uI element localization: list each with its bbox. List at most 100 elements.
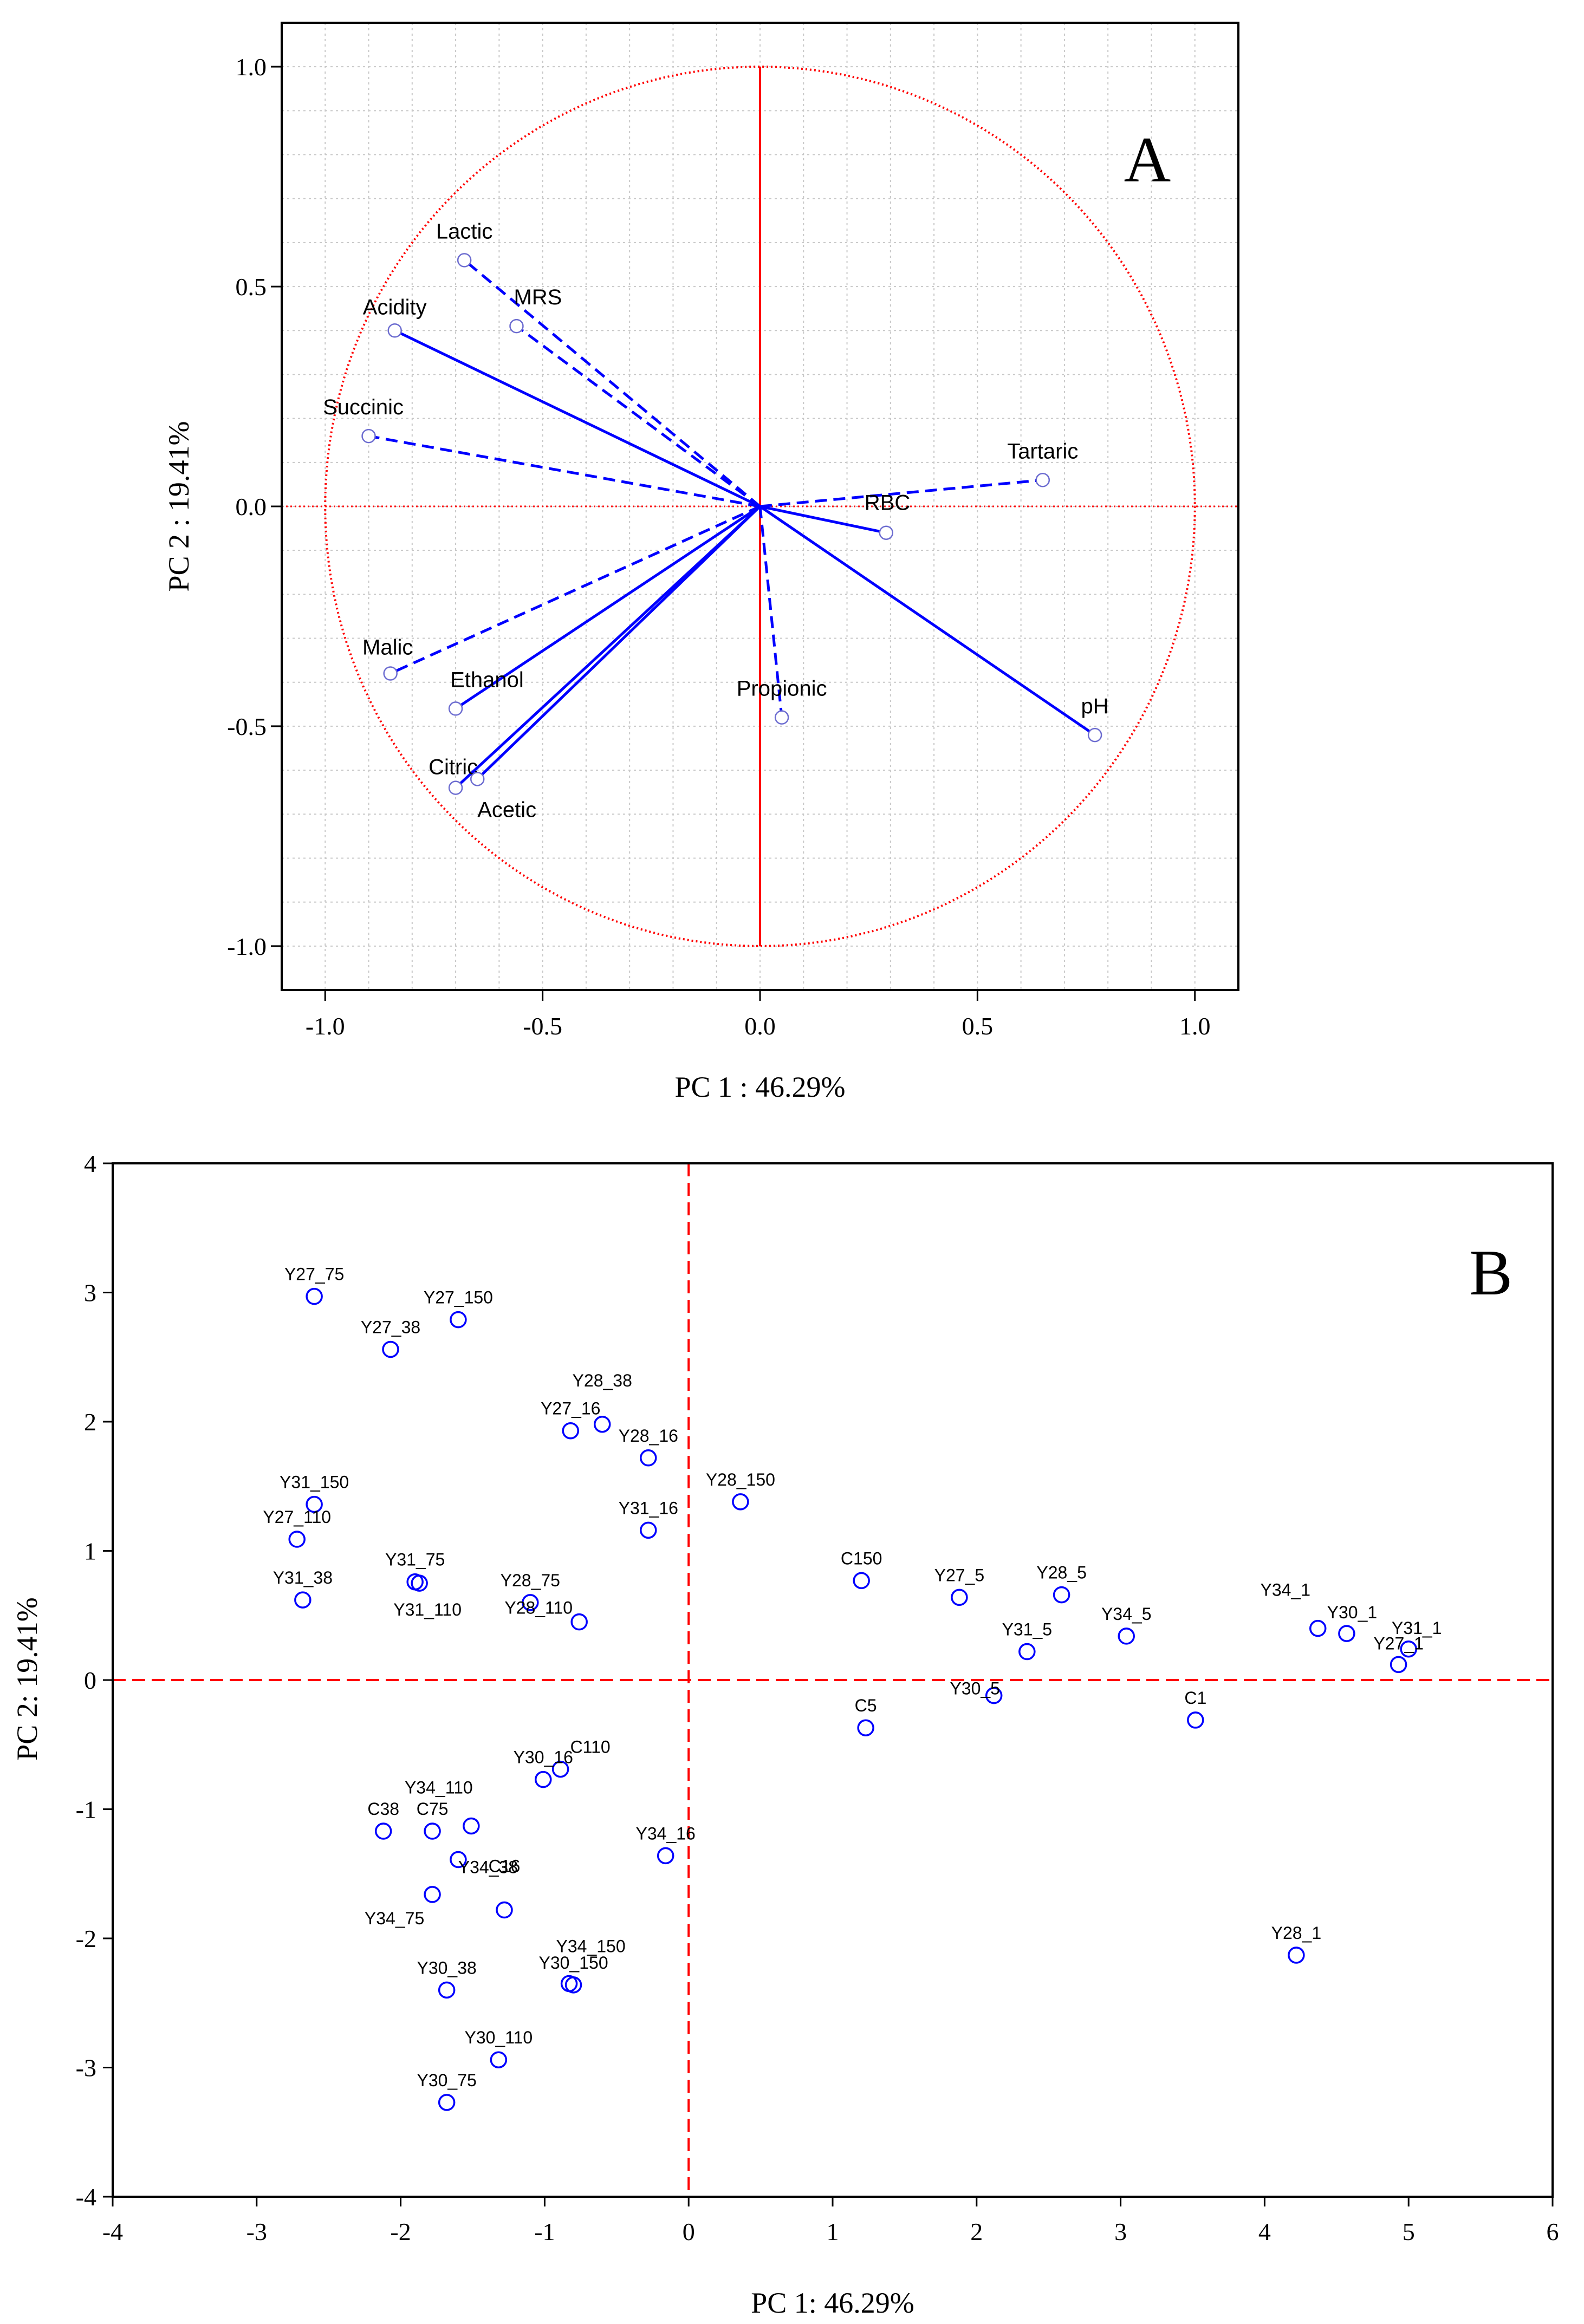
y-tick-label: 1 — [84, 1538, 96, 1565]
vector-label-tartaric: Tartaric — [1007, 439, 1078, 463]
vector-citric — [455, 505, 761, 789]
panel-a-x-ticks: -1.0 -0.5 0.0 0.5 1.0 — [306, 990, 1211, 1040]
panel-b-x-axis-title: PC 1: 46.29% — [751, 2287, 914, 2319]
y-tick-label: 4 — [84, 1150, 96, 1177]
point-c75 — [424, 1822, 441, 1840]
point-label-c5: C5 — [855, 1696, 877, 1715]
point-label-y27-75: Y27_75 — [284, 1265, 344, 1284]
point-label-y28-16: Y28_16 — [619, 1426, 678, 1446]
point-c110 — [551, 1760, 569, 1778]
vector-endpoint-acetic — [470, 772, 485, 786]
y-tick-label: -4 — [76, 2183, 96, 2211]
y-tick-label: 2 — [84, 1408, 96, 1436]
vector-label-lactic: Lactic — [436, 219, 493, 243]
point-y28-75 — [522, 1594, 539, 1611]
point-y34-38 — [450, 1851, 467, 1869]
point-label-y31-150: Y31_150 — [280, 1473, 349, 1492]
vector-malic — [389, 505, 761, 675]
panel-b-x-ticks: -4 -3 -2 -1 0 1 2 3 4 5 6 — [102, 2197, 1559, 2245]
panel-b-letter: B — [1469, 1236, 1512, 1309]
x-tick-label: 6 — [1547, 2218, 1559, 2245]
point-y31-150 — [306, 1495, 323, 1513]
point-label-y34-110: Y34_110 — [405, 1778, 473, 1798]
vector-mrs — [515, 325, 761, 508]
point-y31-16 — [640, 1521, 657, 1539]
y-tick-label: -3 — [76, 2054, 96, 2082]
vector-ethanol — [455, 505, 761, 710]
point-label-y28-38: Y28_38 — [573, 1371, 632, 1390]
point-y31-38 — [294, 1591, 311, 1609]
point-y28-16 — [640, 1449, 657, 1467]
x-tick-label: 0.0 — [744, 1012, 776, 1040]
vector-label-citric: Citric — [429, 756, 478, 779]
point-y34-16 — [657, 1847, 674, 1865]
y-tick-label: 0.5 — [236, 273, 267, 301]
point-label-y31-1: Y31_1 — [1392, 1618, 1442, 1638]
point-y28-1 — [1288, 1947, 1305, 1964]
point-y34-1 — [1309, 1619, 1327, 1637]
point-y34-75 — [424, 1886, 441, 1903]
point-label-c110: C110 — [570, 1737, 611, 1757]
panel-a-letter: A — [1124, 123, 1171, 196]
point-y27-38 — [382, 1340, 399, 1358]
point-y30-110 — [490, 2051, 508, 2068]
point-label-y30-150: Y30_150 — [538, 1953, 608, 1973]
vector-label-malic: Malic — [362, 635, 413, 659]
point-c150 — [853, 1572, 870, 1590]
vector-label-acetic: Acetic — [477, 798, 536, 822]
point-label-c1: C1 — [1184, 1688, 1206, 1708]
vector-endpoint-acidity — [387, 323, 402, 338]
point-label-y30-75: Y30_75 — [417, 2071, 476, 2090]
vector-endpoint-tartaric — [1035, 473, 1050, 487]
point-label-y30-16: Y30_16 — [514, 1748, 573, 1767]
vector-label-ethanol: Ethanol — [450, 668, 524, 692]
point-y30-75 — [438, 2094, 456, 2111]
point-label-y31-110: Y31_110 — [393, 1600, 462, 1619]
panel-a-vectors: Lactic MRS Acidity Succinic Tartaric RBC Malic… — [323, 219, 1109, 822]
x-tick-label: 1.0 — [1179, 1012, 1211, 1040]
unit-circle — [324, 66, 1196, 947]
y-tick-label: 3 — [84, 1279, 96, 1307]
vector-acidity — [394, 329, 761, 508]
point-y28-150 — [732, 1493, 749, 1511]
point-c38 — [374, 1822, 392, 1840]
panel-b-reference-lines — [113, 1163, 1553, 2197]
point-label-y31-75: Y31_75 — [385, 1550, 445, 1570]
point-c5 — [857, 1719, 874, 1736]
point-label-y34-150: Y34_150 — [556, 1936, 626, 1956]
point-y31-5 — [1018, 1643, 1036, 1661]
point-label-c75: C75 — [417, 1799, 449, 1819]
vector-ph — [759, 505, 1096, 737]
point-c16 — [496, 1901, 513, 1919]
vector-succinic — [368, 434, 761, 508]
point-c1 — [1187, 1711, 1204, 1729]
point-label-c38: C38 — [367, 1799, 399, 1819]
vector-endpoint-citric — [448, 780, 463, 795]
point-y27-16 — [562, 1422, 579, 1440]
y-tick-label: -1 — [76, 1796, 96, 1824]
point-y28-5 — [1053, 1586, 1070, 1604]
vector-label-rbc: RBC — [865, 491, 910, 515]
point-label-y27-150: Y27_150 — [424, 1288, 493, 1307]
point-y30-38 — [438, 1981, 456, 1999]
point-y27-150 — [450, 1311, 467, 1329]
point-label-y31-5: Y31_5 — [1002, 1620, 1053, 1639]
panel-a-y-axis-title: PC 2 : 19.41% — [163, 421, 195, 591]
x-tick-label: -3 — [246, 2218, 267, 2245]
point-label-y34-38: Y34_38 — [458, 1858, 518, 1877]
point-label-y31-16: Y31_16 — [619, 1498, 678, 1518]
vector-lactic — [463, 259, 761, 507]
point-label-y34-16: Y34_16 — [636, 1824, 696, 1843]
vector-tartaric — [759, 478, 1043, 508]
x-tick-label: -1.0 — [306, 1012, 345, 1040]
x-tick-label: 0.5 — [962, 1012, 994, 1040]
y-tick-label: -2 — [76, 1925, 96, 1952]
point-y28-110 — [570, 1613, 588, 1631]
y-tick-label: 0.0 — [236, 493, 267, 520]
vector-endpoint-ph — [1087, 727, 1102, 743]
point-label-y30-1: Y30_1 — [1327, 1603, 1378, 1622]
point-label-y28-5: Y28_5 — [1036, 1563, 1087, 1583]
point-label-y30-5: Y30_5 — [950, 1679, 1000, 1698]
point-y31-1 — [1400, 1641, 1417, 1658]
